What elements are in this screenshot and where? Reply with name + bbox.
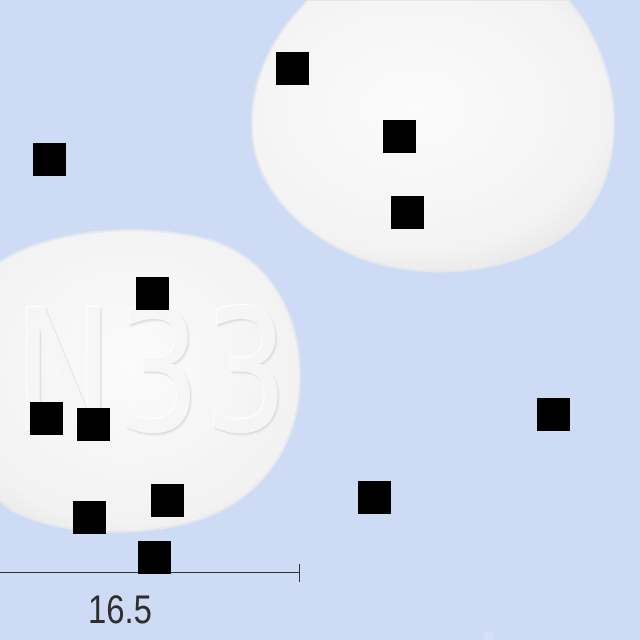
tablet-bottom	[0, 229, 302, 533]
tablet-top	[250, 0, 615, 273]
redaction-box	[391, 196, 424, 229]
redaction-box	[30, 402, 63, 435]
scale-bar-label: 16.5	[88, 588, 152, 632]
redaction-box	[77, 408, 110, 441]
redaction-box	[33, 143, 66, 176]
redaction-box	[276, 52, 309, 85]
redaction-box	[383, 120, 416, 153]
redaction-box	[358, 481, 391, 514]
redaction-box	[73, 501, 106, 534]
redaction-box	[136, 277, 169, 310]
copyright-icon: ©	[484, 630, 493, 640]
redaction-box	[537, 398, 570, 431]
redaction-box	[138, 541, 171, 574]
scale-bar-end-tick	[299, 564, 300, 582]
redaction-box	[151, 484, 184, 517]
